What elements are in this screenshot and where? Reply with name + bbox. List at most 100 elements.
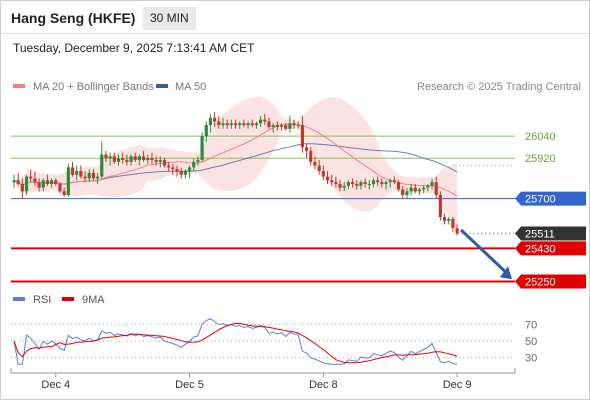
candle-68 <box>296 121 300 129</box>
candle-38 <box>171 163 175 175</box>
candle-30 <box>137 154 141 166</box>
candle-body <box>196 160 200 162</box>
candle-33 <box>150 152 154 164</box>
candle-82 <box>355 180 359 190</box>
candle-83 <box>359 180 363 190</box>
candle-body <box>438 195 442 218</box>
candle-4 <box>29 169 33 183</box>
candle-36 <box>162 158 167 168</box>
legend-swatch-9ma <box>62 297 74 301</box>
x-tick-label-3: Dec 9 <box>443 379 472 391</box>
candle-body <box>254 123 259 126</box>
candle-body <box>309 150 313 162</box>
candle-88 <box>380 178 384 188</box>
candle-63 <box>275 121 279 131</box>
candle-body <box>288 123 292 129</box>
level-tag-bg-25700 <box>515 191 586 206</box>
candle-body <box>300 125 305 148</box>
candle-body <box>250 123 254 126</box>
candle-98 <box>422 185 426 194</box>
candle-body <box>455 228 459 234</box>
candle-56 <box>246 121 250 129</box>
candle-body <box>83 176 87 179</box>
legend-swatch-ma20 <box>13 84 25 88</box>
candle-24 <box>112 152 116 164</box>
candle-body <box>96 176 100 179</box>
candle-body <box>296 125 300 127</box>
candle-body <box>267 121 271 127</box>
candle-body <box>217 121 221 126</box>
candle-2 <box>20 178 24 199</box>
level-tag-25511: 25511 <box>515 226 586 241</box>
candle-60 <box>263 114 267 126</box>
candle-body <box>175 169 179 172</box>
candle-body <box>363 182 367 184</box>
candle-71 <box>309 147 313 166</box>
candle-26 <box>121 152 125 164</box>
candle-45 <box>200 132 204 162</box>
x-tick-label-1: Dec 5 <box>175 379 204 391</box>
candle-body <box>238 123 242 126</box>
candle-14 <box>70 161 75 177</box>
legend-swatch-rsi <box>13 297 25 301</box>
candle-77 <box>334 176 338 188</box>
candle-body <box>359 182 363 186</box>
candle-body <box>20 183 24 192</box>
candle-body <box>213 117 217 122</box>
candle-body <box>204 125 208 137</box>
level-tag-25430: 25430 <box>515 241 586 256</box>
candle-body <box>108 156 112 159</box>
candle-body <box>187 167 192 172</box>
candle-89 <box>384 180 388 190</box>
candle-97 <box>417 187 422 195</box>
candle-54 <box>238 121 242 129</box>
candle-61 <box>267 117 271 129</box>
level-tag-25700: 25700 <box>515 191 586 206</box>
candle-31 <box>141 150 146 162</box>
x-tick-label-2: Dec 8 <box>309 379 338 391</box>
candle-body <box>37 182 41 188</box>
candle-body <box>242 123 246 126</box>
legend-label-9ma: 9MA <box>82 294 105 306</box>
timeframe-badge[interactable]: 30 MIN <box>143 7 196 30</box>
candle-16 <box>79 165 83 179</box>
candle-body <box>405 191 409 195</box>
candle-69 <box>300 115 305 153</box>
candle-53 <box>233 119 238 129</box>
candle-body <box>141 156 146 161</box>
candle-body <box>125 160 129 162</box>
candle-body <box>12 180 16 183</box>
candle-body <box>275 125 279 127</box>
candle-41 <box>183 169 187 179</box>
candle-body <box>371 180 376 184</box>
candle-49 <box>217 115 221 129</box>
candle-8 <box>45 174 50 186</box>
candle-body <box>284 125 288 129</box>
candle-87 <box>376 176 380 186</box>
candle-body <box>338 183 342 188</box>
candle-51 <box>225 119 229 129</box>
candle-body <box>417 189 422 192</box>
candle-body <box>104 154 108 159</box>
candle-body <box>271 125 275 127</box>
level-label-25430: 25430 <box>525 243 556 255</box>
forecast-arrow-head <box>500 266 512 280</box>
candle-40 <box>179 167 183 179</box>
candle-18 <box>87 169 91 183</box>
candle-body <box>50 180 54 184</box>
candle-12 <box>62 187 66 197</box>
legend-label-ma20: MA 20 + Bollinger Bands <box>33 81 154 93</box>
candle-body <box>325 176 330 181</box>
candle-92 <box>396 180 401 192</box>
candle-body <box>342 185 346 188</box>
candle-59 <box>259 115 263 127</box>
level-tag-bg-25250 <box>515 274 586 289</box>
candle-72 <box>313 156 317 170</box>
instrument-title: Hang Seng (HKFE) <box>11 10 136 26</box>
candle-body <box>70 167 75 175</box>
credit-text: Research © 2025 Trading Central <box>417 81 581 93</box>
candle-body <box>79 171 83 177</box>
header-divider <box>1 33 589 34</box>
candle-body <box>87 172 91 179</box>
candle-body <box>447 218 451 221</box>
